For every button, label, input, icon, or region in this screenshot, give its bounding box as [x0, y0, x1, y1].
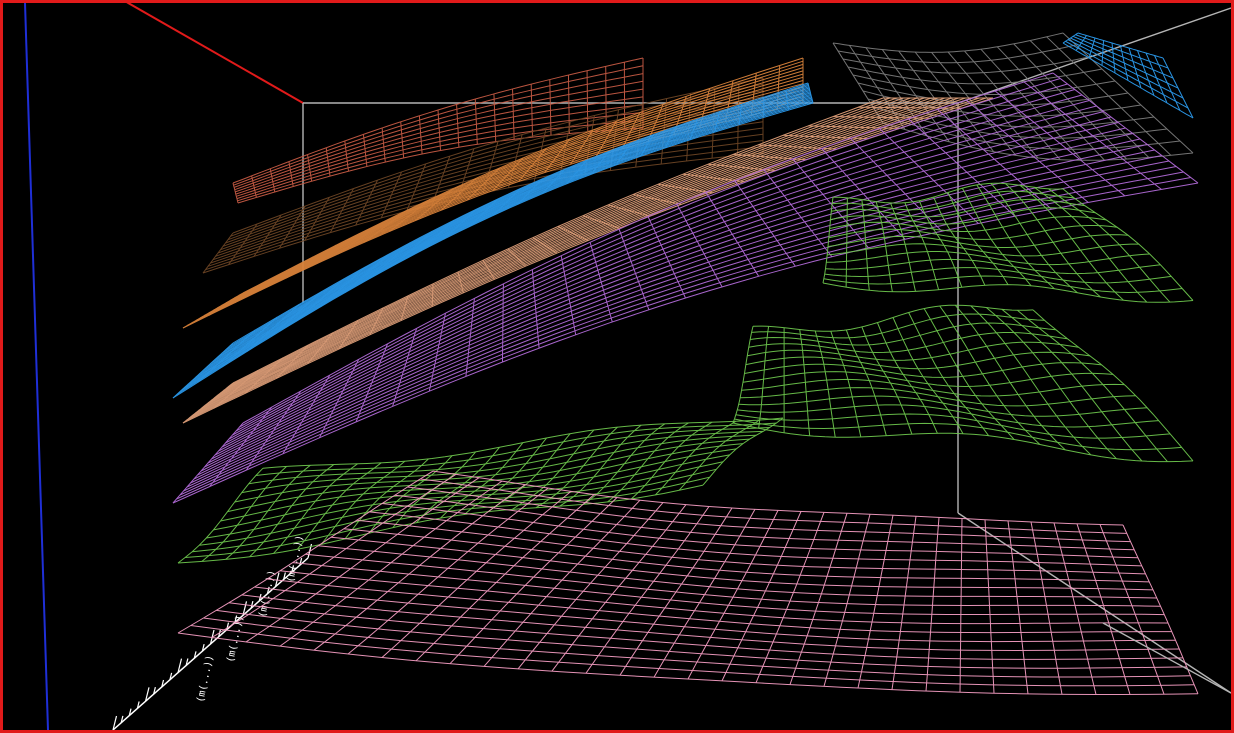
surface-meshes — [172, 32, 1199, 695]
ruler-tick — [291, 565, 295, 573]
ruler-label: (m(...)) — [195, 654, 216, 703]
ruler-tick — [250, 601, 254, 609]
surface-mesh — [822, 182, 1194, 303]
ruler-tick — [283, 572, 286, 580]
ruler-tick — [161, 679, 165, 688]
surface-mesh — [172, 72, 1199, 504]
ruler-tick — [153, 687, 156, 695]
ruler-tick — [177, 658, 183, 673]
x-axis-line — [126, 3, 304, 104]
surface-mesh — [732, 304, 1194, 463]
3d-scene[interactable]: (m(...))(m(...))(m(...))(m(...)) — [3, 3, 1231, 730]
bounding-box — [302, 7, 1231, 694]
surface-mesh — [1062, 32, 1194, 119]
bounding-box-front-edge — [1102, 622, 1231, 694]
y-axis-line — [24, 3, 49, 730]
ruler-tick — [193, 651, 197, 659]
ruler-tick — [266, 586, 270, 594]
ruler-tick — [185, 658, 189, 666]
ruler-tick — [299, 558, 303, 566]
ruler-tick — [128, 708, 132, 716]
ruler-tick — [201, 644, 205, 652]
ruler-tick — [144, 687, 150, 702]
ruler-tick — [242, 601, 248, 616]
z-axis-ruler: (m(...))(m(...))(m(...))(m(...)) — [112, 534, 313, 730]
surface-mesh — [232, 57, 644, 204]
ruler-tick — [136, 701, 140, 709]
ruler-tick — [112, 715, 118, 730]
ruler-tick — [169, 672, 173, 680]
surface-mesh — [172, 82, 814, 399]
surface-mesh — [177, 417, 784, 564]
ruler-tick — [120, 715, 124, 723]
surface-mesh — [182, 57, 804, 329]
ruler-label: (m(...)) — [257, 569, 278, 618]
surface-mesh — [177, 470, 1199, 695]
ruler-tick — [234, 615, 238, 623]
